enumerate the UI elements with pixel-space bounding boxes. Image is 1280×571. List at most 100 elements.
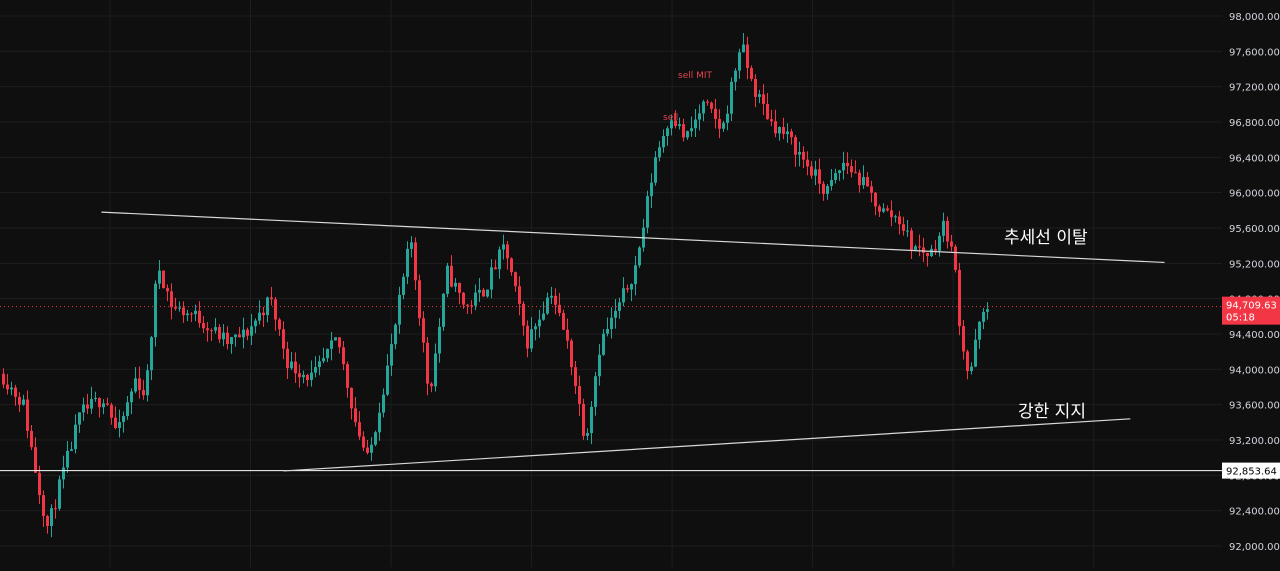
candle-body	[238, 334, 241, 338]
candle-body	[378, 412, 381, 433]
candle-body	[934, 248, 937, 251]
candle-body	[398, 294, 401, 325]
candle-body	[210, 330, 213, 332]
candle-body	[866, 177, 869, 187]
candle-body	[102, 403, 105, 408]
candle-body	[598, 354, 601, 377]
candle-body	[858, 172, 861, 186]
candle-body	[114, 417, 117, 428]
candle-body	[514, 272, 517, 287]
candle-body	[710, 102, 713, 109]
candle-body	[966, 351, 969, 372]
candle-body	[802, 151, 805, 160]
sell-mit-order-label[interactable]: sell MIT	[678, 71, 713, 81]
candle-body	[490, 267, 493, 290]
candle-body	[846, 162, 849, 167]
candle-body	[182, 307, 185, 316]
price-axis[interactable]: 98,000.00 97,600.00 97,200.00 96,800.00 96,4…	[1222, 12, 1280, 553]
candle-body	[402, 276, 405, 295]
candle-body	[370, 444, 373, 453]
price-tick-label: 97,600.00	[1229, 47, 1280, 58]
candle-body	[226, 332, 229, 345]
price-tick-label: 96,000.00	[1229, 189, 1280, 200]
candle-body	[386, 365, 389, 395]
candle-body	[862, 177, 865, 186]
candle-body	[430, 383, 433, 387]
upper-trendline[interactable]	[101, 211, 1165, 264]
candle-body	[458, 282, 461, 293]
support-price-tag	[1222, 462, 1280, 479]
candle-body	[150, 337, 153, 371]
trendline-break-annotation[interactable]: 추세선 이탈	[1004, 228, 1088, 248]
candle-body	[78, 412, 81, 425]
candle-body	[978, 321, 981, 340]
candle-body	[694, 119, 697, 129]
lower-support-trendline[interactable]	[283, 418, 1131, 472]
candle-body	[702, 101, 705, 114]
candle-body	[758, 94, 761, 97]
price-tick-label: 96,800.00	[1229, 118, 1280, 129]
candle-body	[246, 329, 249, 336]
candle-body	[214, 327, 217, 331]
price-tick-label: 94,000.00	[1229, 365, 1280, 376]
candle-body	[118, 421, 121, 428]
candle-body	[922, 247, 925, 253]
strong-support-annotation[interactable]: 강한 지지	[1018, 402, 1086, 422]
candle-body	[230, 337, 233, 345]
candle-body	[658, 147, 661, 158]
candle-body	[762, 94, 765, 104]
candle-body	[650, 182, 653, 197]
candle-body	[426, 342, 429, 384]
candle-body	[58, 479, 61, 509]
candle-body	[362, 436, 365, 448]
candle-body	[418, 280, 421, 319]
price-tick-label: 92,400.00	[1229, 507, 1280, 518]
candle-body	[222, 332, 225, 340]
candle-body	[674, 120, 677, 127]
candle-body	[666, 128, 669, 137]
price-tick-label: 97,200.00	[1229, 83, 1280, 94]
candle-body	[730, 81, 733, 114]
candle-body	[270, 297, 273, 300]
candle-body	[962, 326, 965, 352]
candle-body	[778, 127, 781, 134]
candle-body	[462, 292, 465, 305]
candle-body	[142, 390, 145, 396]
sell-order-label[interactable]: sell	[663, 113, 678, 123]
candle-body	[554, 295, 557, 305]
candle-body	[422, 318, 425, 343]
candle-body	[146, 370, 149, 396]
candle-body	[30, 430, 33, 448]
candle-body	[754, 78, 757, 97]
candle-body	[282, 329, 285, 349]
candle-body	[770, 119, 773, 122]
trendlines[interactable]	[0, 211, 1222, 472]
price-tick-label: 96,400.00	[1229, 153, 1280, 164]
candle-body	[870, 186, 873, 193]
candle-body	[126, 402, 129, 417]
price-tick-label: 95,200.00	[1229, 259, 1280, 270]
candle-body	[582, 403, 585, 436]
candle-body	[470, 305, 473, 307]
last-price-tag	[1222, 296, 1280, 325]
candle-body	[706, 101, 709, 103]
candle-body	[394, 324, 397, 345]
candle-body	[914, 246, 917, 250]
candle-body	[566, 329, 569, 341]
candle-body	[890, 210, 893, 218]
candle-body	[782, 127, 785, 135]
candle-body	[614, 310, 617, 318]
candles[interactable]	[2, 32, 989, 538]
candle-body	[198, 310, 201, 324]
candle-body	[746, 44, 749, 68]
candle-body	[734, 70, 737, 82]
candle-body	[94, 398, 97, 400]
price-tick-label: 94,400.00	[1229, 330, 1280, 341]
candle-body	[834, 173, 837, 181]
candle-body	[510, 258, 513, 273]
candle-body	[818, 169, 821, 184]
candle-body	[110, 404, 113, 418]
candle-body	[130, 391, 133, 403]
